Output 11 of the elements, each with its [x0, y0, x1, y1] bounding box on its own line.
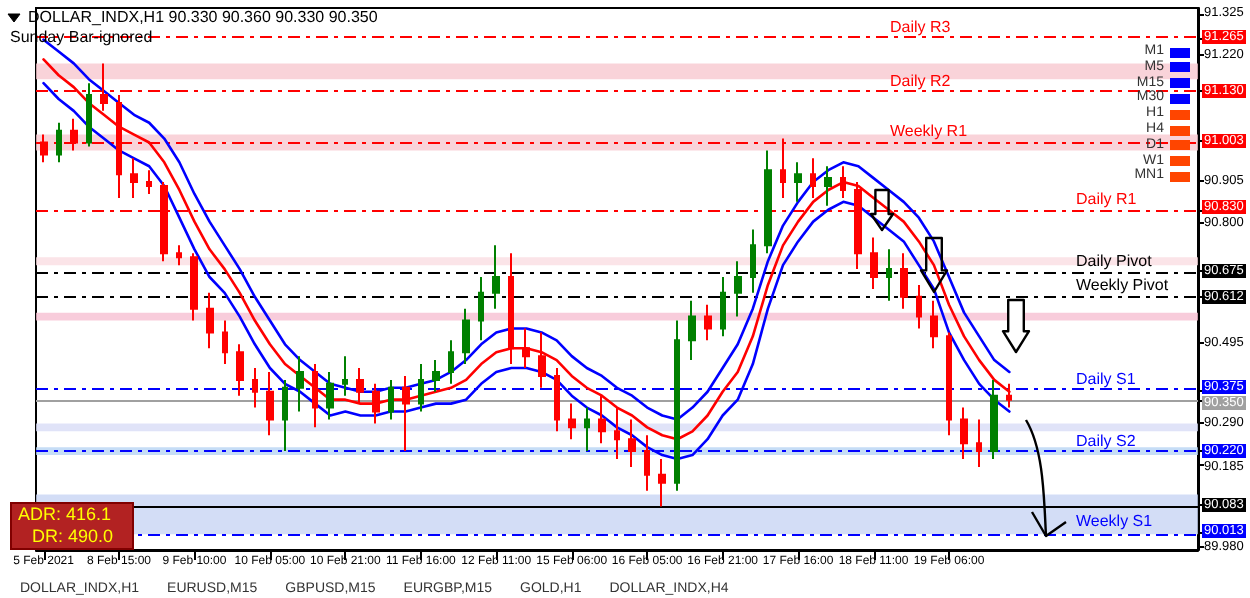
ref-line-label: Daily S2	[1076, 431, 1136, 450]
ref-line-label: Weekly Pivot	[1076, 276, 1169, 294]
ref-line-label: Weekly R1	[890, 121, 968, 140]
ref-line-label: Daily R2	[890, 71, 951, 90]
ref-line-label: Daily R3	[890, 17, 951, 36]
ref-line-label: Daily R1	[1076, 189, 1137, 208]
annotation: ADR: 416.1	[16, 504, 114, 526]
annotation: DR: 490.0	[30, 526, 116, 548]
ref-line-label: Weekly S1	[1076, 512, 1153, 531]
ref-line-label: Daily Pivot	[1076, 251, 1152, 270]
ref-line-label: Daily S1	[1076, 369, 1136, 388]
